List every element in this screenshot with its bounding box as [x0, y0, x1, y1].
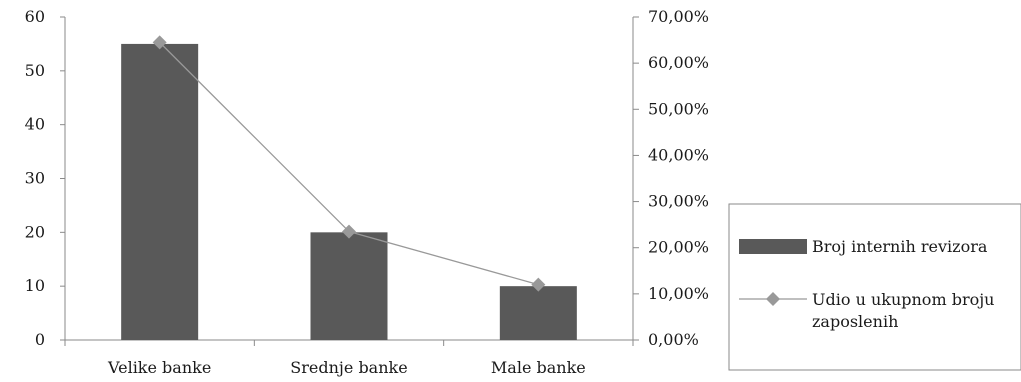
line-point-marker: [342, 224, 356, 239]
right-y-tick-label: 30,00%: [648, 192, 709, 211]
x-category-label: Male banke: [491, 358, 586, 377]
left-y-tick-label: 50: [25, 61, 45, 80]
left-y-tick-label: 60: [25, 7, 45, 26]
legend-label-bar: Broj internih revizora: [812, 237, 988, 256]
right-y-tick-label: 40,00%: [648, 145, 709, 164]
legend: Broj internih revizora Udio u ukupnom bro…: [728, 203, 1021, 371]
left-y-tick-label: 10: [25, 276, 45, 295]
legend-label-line: Udio u ukupnom broju zaposlenih: [812, 290, 994, 331]
bar: [121, 43, 199, 341]
x-category-label: Velike banke: [107, 358, 211, 377]
line-point-marker: [152, 35, 167, 50]
right-y-tick-label: 0,00%: [648, 330, 699, 349]
legend-bar-swatch: [739, 239, 807, 254]
x-category-label: Srednje banke: [290, 358, 407, 377]
left-y-tick-label: 20: [25, 222, 45, 241]
right-y-tick-label: 50,00%: [648, 99, 709, 118]
legend-box: [728, 203, 1021, 371]
left-y-tick-label: 40: [25, 115, 45, 134]
right-y-tick-label: 20,00%: [648, 238, 709, 257]
line-series-group: [152, 35, 546, 292]
legend-line-marker: [766, 292, 780, 306]
right-y-tick-label: 10,00%: [648, 284, 709, 303]
bar: [499, 286, 577, 340]
bars-group: [121, 43, 577, 341]
left-y-tick-label: 30: [25, 169, 45, 188]
left-y-tick-label: 0: [35, 330, 45, 349]
line-point-marker: [531, 277, 546, 292]
right-y-tick-label: 60,00%: [648, 53, 709, 72]
right-y-tick-label: 70,00%: [648, 7, 709, 26]
bar: [310, 232, 388, 340]
